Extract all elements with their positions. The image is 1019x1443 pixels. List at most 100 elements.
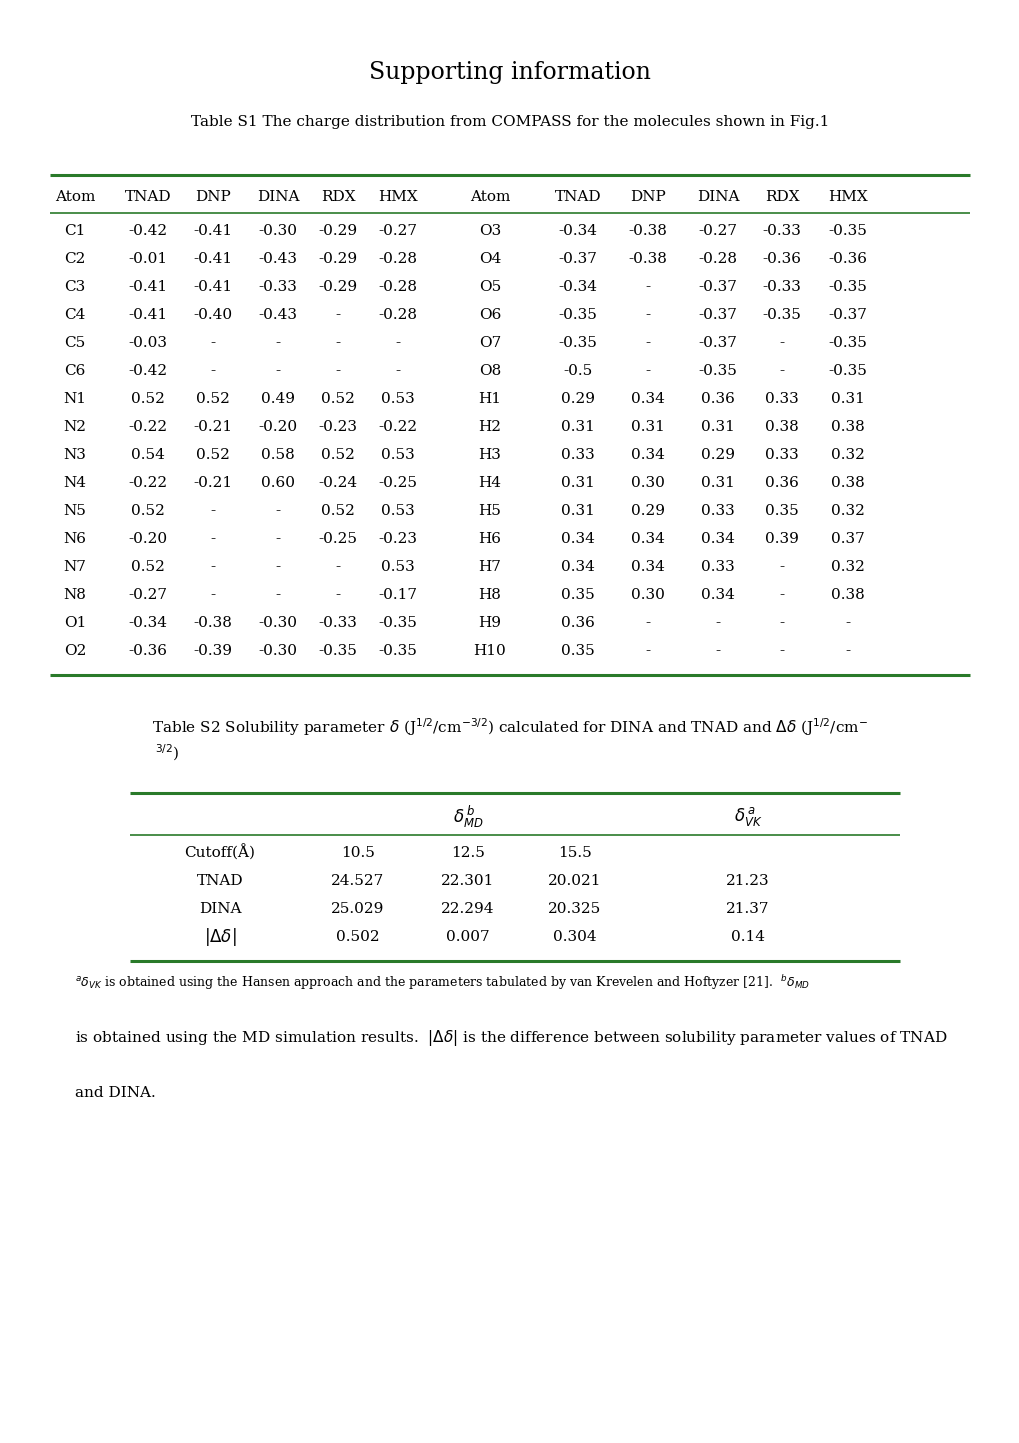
Text: C6: C6 [64, 364, 86, 378]
Text: -: - [275, 336, 280, 351]
Text: 0.32: 0.32 [830, 447, 864, 462]
Text: -0.03: -0.03 [128, 336, 167, 351]
Text: -: - [645, 307, 650, 322]
Text: 0.32: 0.32 [830, 560, 864, 574]
Text: 0.60: 0.60 [261, 476, 294, 491]
Text: -0.37: -0.37 [827, 307, 866, 322]
Text: H5: H5 [478, 504, 501, 518]
Text: -0.21: -0.21 [194, 420, 232, 434]
Text: 0.53: 0.53 [381, 560, 415, 574]
Text: -0.35: -0.35 [762, 307, 801, 322]
Text: -0.41: -0.41 [194, 253, 232, 266]
Text: -0.30: -0.30 [258, 224, 298, 238]
Text: H7: H7 [478, 560, 501, 574]
Text: -0.29: -0.29 [318, 253, 358, 266]
Text: 0.34: 0.34 [631, 447, 664, 462]
Text: -0.36: -0.36 [762, 253, 801, 266]
Text: 0.31: 0.31 [631, 420, 664, 434]
Text: -0.25: -0.25 [378, 476, 417, 491]
Text: -0.33: -0.33 [762, 224, 801, 238]
Text: N4: N4 [63, 476, 87, 491]
Text: 0.58: 0.58 [261, 447, 294, 462]
Text: -0.43: -0.43 [258, 253, 298, 266]
Text: TNAD: TNAD [124, 190, 171, 203]
Text: 0.34: 0.34 [560, 532, 594, 545]
Text: 0.29: 0.29 [560, 392, 594, 405]
Text: -0.42: -0.42 [128, 364, 167, 378]
Text: C2: C2 [64, 253, 86, 266]
Text: -0.40: -0.40 [194, 307, 232, 322]
Text: 21.23: 21.23 [726, 874, 769, 887]
Text: H1: H1 [478, 392, 501, 405]
Text: -0.35: -0.35 [827, 364, 866, 378]
Text: 22.301: 22.301 [441, 874, 494, 887]
Text: 0.53: 0.53 [381, 392, 415, 405]
Text: 0.35: 0.35 [560, 587, 594, 602]
Text: N2: N2 [63, 420, 87, 434]
Text: -0.23: -0.23 [378, 532, 417, 545]
Text: -0.25: -0.25 [318, 532, 357, 545]
Text: 20.325: 20.325 [548, 902, 601, 916]
Text: -: - [714, 616, 719, 631]
Text: C5: C5 [64, 336, 86, 351]
Text: -0.5: -0.5 [562, 364, 592, 378]
Text: -0.21: -0.21 [194, 476, 232, 491]
Text: -: - [210, 560, 215, 574]
Text: C4: C4 [64, 307, 86, 322]
Text: -0.35: -0.35 [378, 616, 417, 631]
Text: 0.34: 0.34 [700, 587, 735, 602]
Text: -0.22: -0.22 [128, 476, 167, 491]
Text: TNAD: TNAD [554, 190, 601, 203]
Text: -: - [335, 307, 340, 322]
Text: Supporting information: Supporting information [369, 61, 650, 84]
Text: 0.34: 0.34 [631, 560, 664, 574]
Text: -: - [779, 616, 784, 631]
Text: 0.34: 0.34 [631, 392, 664, 405]
Text: -0.34: -0.34 [128, 616, 167, 631]
Text: -0.35: -0.35 [827, 224, 866, 238]
Text: N7: N7 [63, 560, 87, 574]
Text: O8: O8 [478, 364, 500, 378]
Text: -: - [645, 644, 650, 658]
Text: -: - [779, 560, 784, 574]
Text: 21.37: 21.37 [726, 902, 769, 916]
Text: 0.54: 0.54 [130, 447, 165, 462]
Text: -0.29: -0.29 [318, 224, 358, 238]
Text: 0.52: 0.52 [130, 392, 165, 405]
Text: O2: O2 [64, 644, 86, 658]
Text: 0.53: 0.53 [381, 504, 415, 518]
Text: $^{3/2}$): $^{3/2}$) [155, 743, 179, 763]
Text: 0.30: 0.30 [631, 587, 664, 602]
Text: 0.29: 0.29 [631, 504, 664, 518]
Text: 0.502: 0.502 [336, 929, 379, 944]
Text: -0.27: -0.27 [128, 587, 167, 602]
Text: -0.41: -0.41 [194, 280, 232, 294]
Text: -0.37: -0.37 [698, 307, 737, 322]
Text: Table S2 Solubility parameter $\delta$ (J$^{1/2}$/cm$^{-3/2}$) calculated for DI: Table S2 Solubility parameter $\delta$ (… [152, 716, 867, 737]
Text: O6: O6 [478, 307, 500, 322]
Text: -0.35: -0.35 [827, 280, 866, 294]
Text: $\delta_{VK}^{\,a}$: $\delta_{VK}^{\,a}$ [733, 805, 761, 828]
Text: -: - [210, 504, 215, 518]
Text: 0.49: 0.49 [261, 392, 294, 405]
Text: -0.37: -0.37 [698, 336, 737, 351]
Text: N6: N6 [63, 532, 87, 545]
Text: -0.34: -0.34 [558, 280, 597, 294]
Text: 0.32: 0.32 [830, 504, 864, 518]
Text: TNAD: TNAD [197, 874, 244, 887]
Text: -0.43: -0.43 [258, 307, 298, 322]
Text: 0.33: 0.33 [700, 560, 734, 574]
Text: -: - [335, 560, 340, 574]
Text: O5: O5 [478, 280, 500, 294]
Text: 0.34: 0.34 [560, 560, 594, 574]
Text: -0.42: -0.42 [128, 224, 167, 238]
Text: -0.35: -0.35 [378, 644, 417, 658]
Text: 25.029: 25.029 [331, 902, 384, 916]
Text: HMX: HMX [827, 190, 867, 203]
Text: -0.33: -0.33 [318, 616, 357, 631]
Text: -0.37: -0.37 [698, 280, 737, 294]
Text: -: - [645, 616, 650, 631]
Text: -0.35: -0.35 [318, 644, 357, 658]
Text: Atom: Atom [470, 190, 510, 203]
Text: C1: C1 [64, 224, 86, 238]
